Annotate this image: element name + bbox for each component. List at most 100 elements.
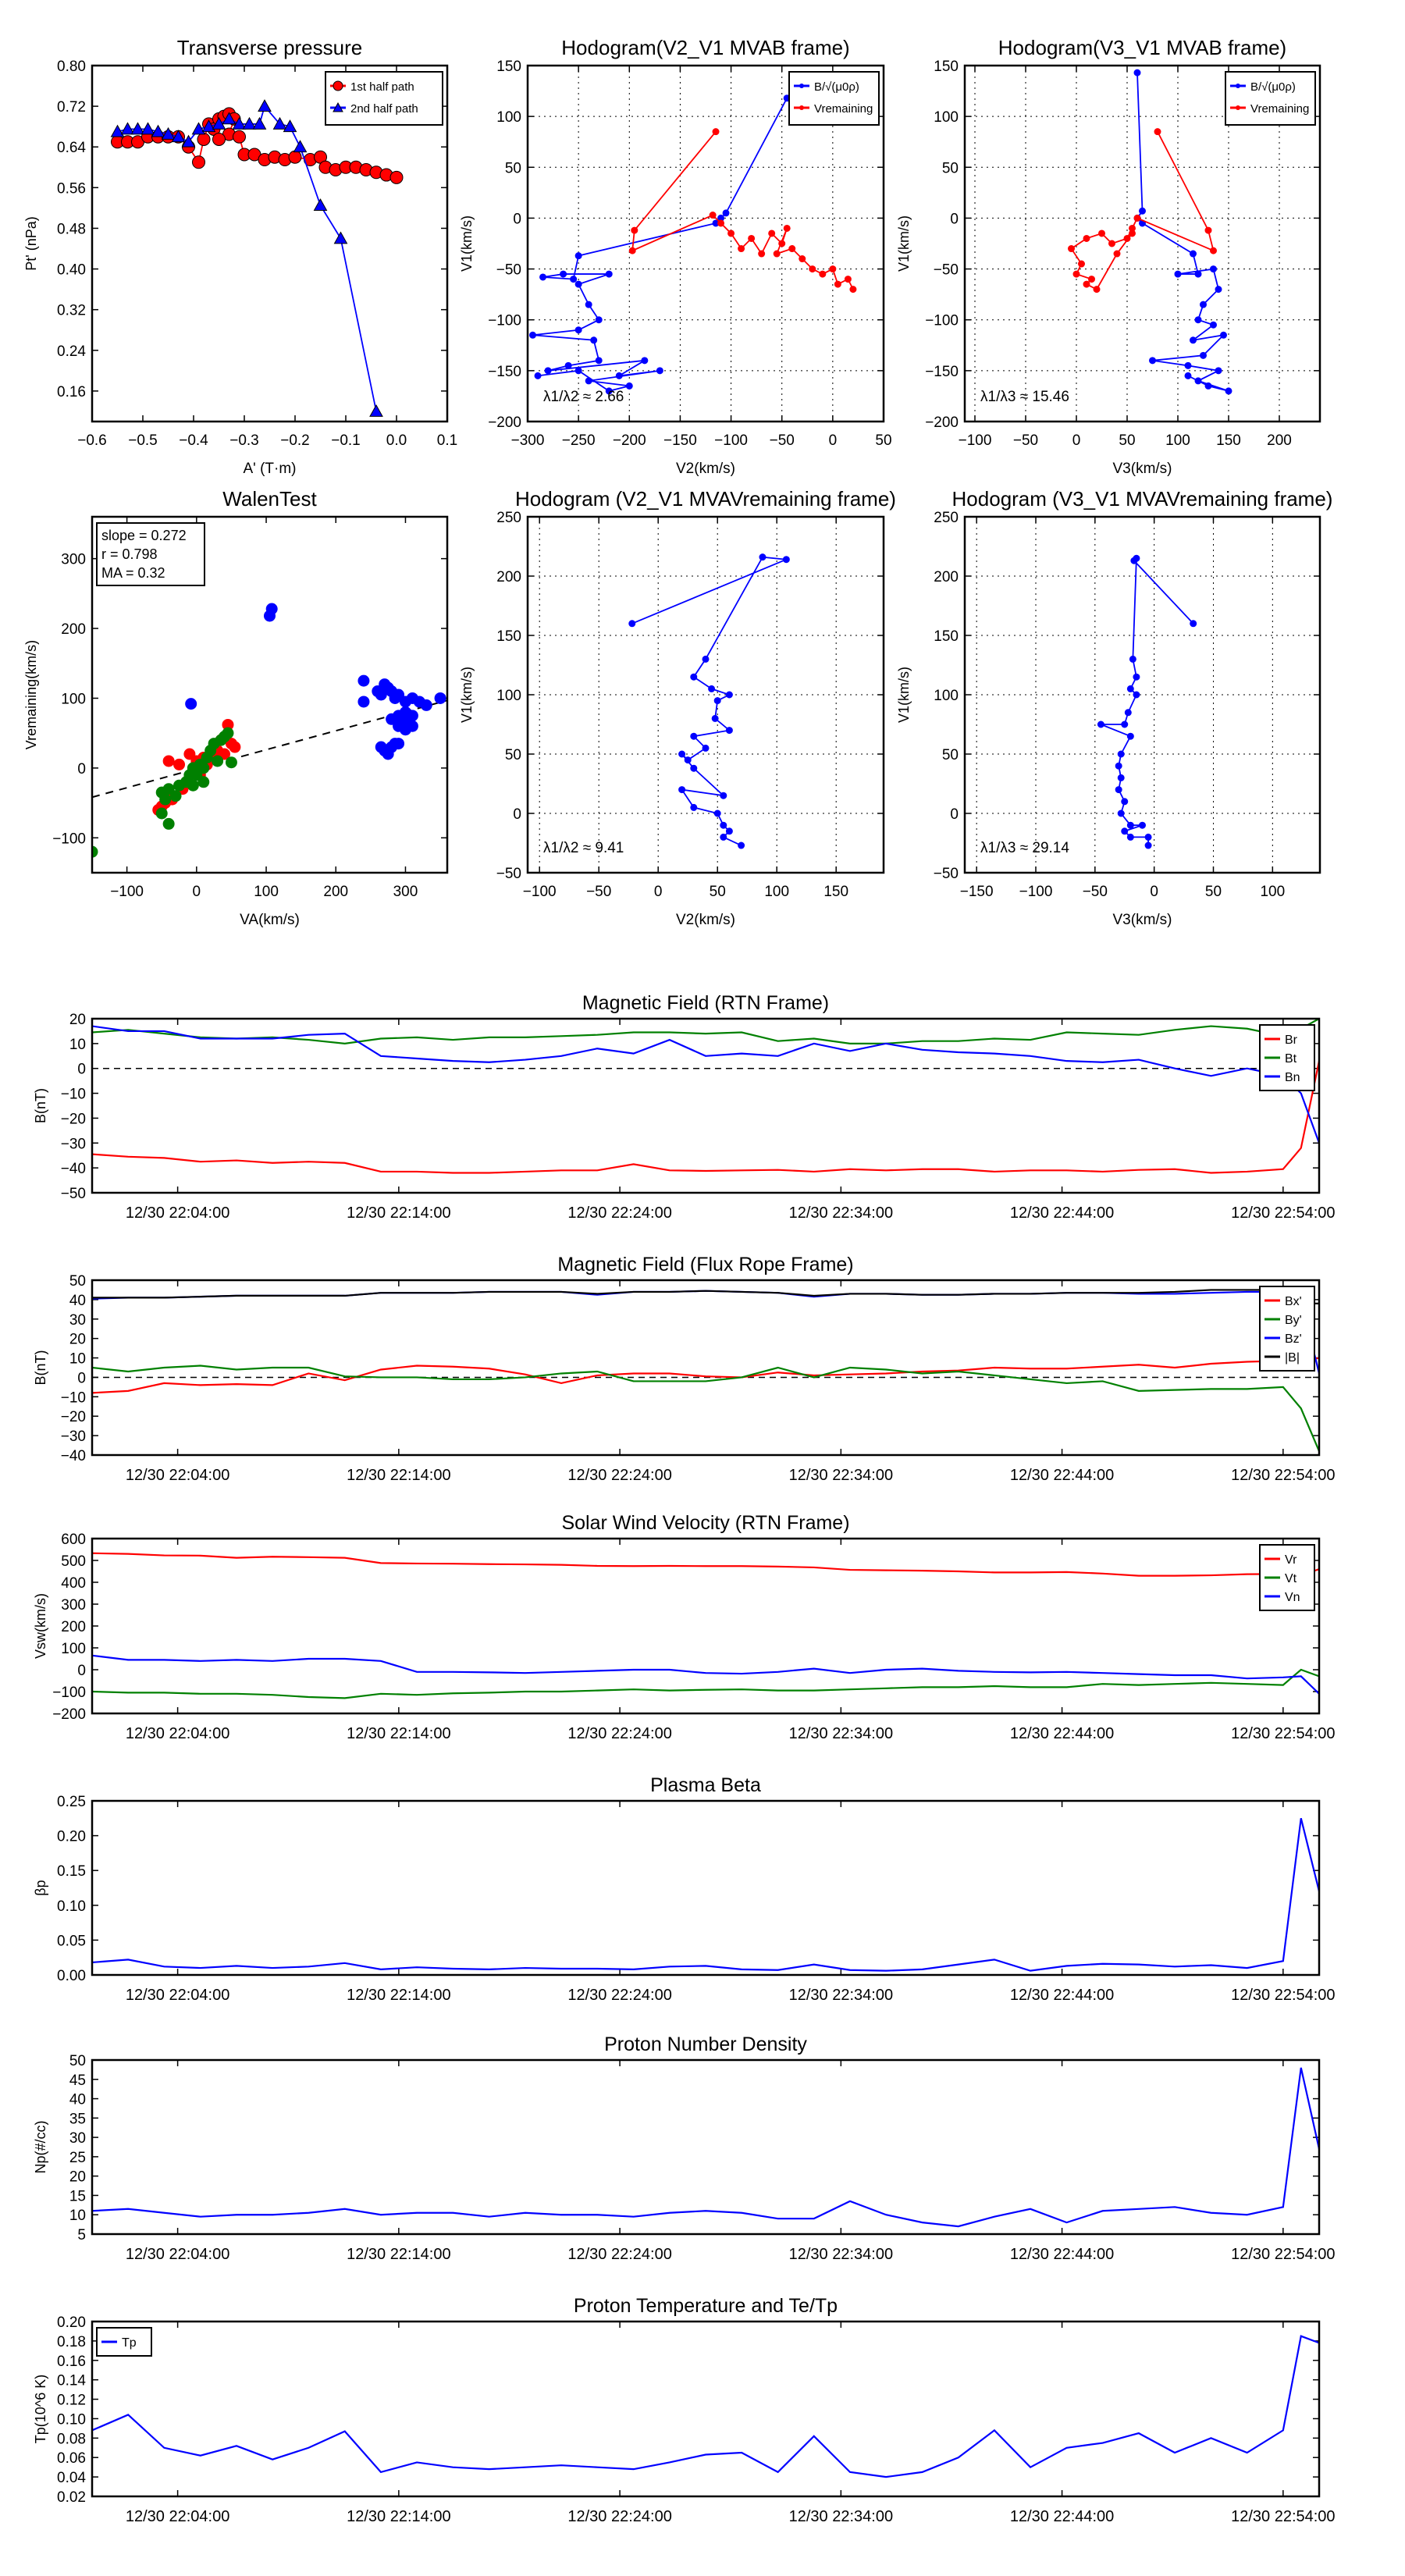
chart-title: Proton Number Density — [604, 2033, 807, 2055]
data-point — [1068, 245, 1075, 253]
chart-title: Hodogram(V2_V1 MVAB frame) — [561, 36, 849, 59]
data-point — [393, 688, 405, 701]
y-tick-label: 0.56 — [57, 180, 86, 197]
data-point — [678, 750, 686, 758]
data-point — [197, 762, 210, 774]
data-point — [560, 270, 567, 278]
data-point — [272, 116, 287, 130]
plot-area — [92, 1818, 1319, 1972]
x-tick-label: 12/30 22:14:00 — [347, 2508, 450, 2525]
x-tick-label: 0 — [1150, 884, 1158, 900]
data-point — [690, 764, 698, 772]
x-tick-label: 12/30 22:14:00 — [347, 1204, 450, 1222]
chart-transverse: Transverse pressure −0.6 −0.5 −0.4 −0.3 −0.2 −… — [23, 36, 457, 477]
chart-title: Hodogram(V3_V1 MVAB frame) — [998, 36, 1286, 59]
data-point — [1210, 247, 1217, 254]
x-tick-label: 200 — [323, 884, 348, 900]
x-tick-label: −0.1 — [331, 432, 361, 449]
y-axis-label: Vremaining(km/s) — [23, 640, 39, 749]
data-point — [585, 301, 592, 308]
data-point — [197, 776, 210, 788]
data-point — [120, 122, 135, 135]
legend-label: 1st half path — [350, 80, 414, 94]
y-tick-label: 150 — [934, 59, 959, 75]
data-point — [574, 367, 582, 375]
series-line-By' — [92, 1364, 1319, 1452]
x-tick-label: 12/30 22:24:00 — [567, 2508, 671, 2525]
data-point — [1194, 270, 1202, 278]
axes-frame — [91, 515, 449, 874]
y-tick-label: 0 — [77, 1062, 86, 1078]
data-point — [690, 803, 698, 811]
y-tick-label: 0 — [77, 761, 86, 777]
y-tick-label: −150 — [488, 364, 521, 380]
data-point — [232, 116, 247, 130]
axes-frame — [91, 1279, 1321, 1457]
y-tick-label: −40 — [61, 1448, 86, 1464]
data-point — [1200, 351, 1207, 359]
y-tick-label: 100 — [934, 109, 959, 126]
data-point — [1184, 372, 1192, 379]
data-point — [1126, 685, 1134, 692]
data-point — [389, 170, 404, 184]
y-tick-label: 0.80 — [57, 59, 86, 75]
data-point — [130, 122, 145, 135]
data-point — [162, 755, 175, 767]
data-point — [375, 688, 387, 701]
y-tick-label: 0.10 — [57, 2411, 86, 2428]
series-line-B/√(μ0ρ) — [1136, 73, 1229, 392]
y-tick-label: 100 — [61, 691, 86, 707]
data-point — [690, 673, 698, 681]
x-tick-label: 0 — [654, 884, 663, 900]
data-point — [1139, 207, 1146, 215]
data-point — [191, 122, 206, 135]
x-tick-label: −50 — [1083, 884, 1108, 900]
data-point — [183, 748, 196, 760]
y-tick-label: 600 — [61, 1532, 86, 1548]
y-tick-label: 30 — [69, 2130, 86, 2147]
y-tick-label: 0.04 — [57, 2470, 86, 2486]
data-point — [288, 150, 302, 164]
x-tick-label: 12/30 22:14:00 — [347, 1467, 450, 1484]
annotation: λ1/λ3 ≈ 29.14 — [980, 840, 1069, 856]
y-axis-label: V1(km/s) — [896, 215, 912, 272]
data-point — [738, 245, 745, 253]
x-tick-label: −250 — [562, 432, 596, 449]
data-point — [628, 247, 636, 254]
legend-label: Bt — [1285, 1052, 1297, 1066]
data-point — [783, 224, 791, 232]
data-point — [1133, 69, 1141, 76]
y-tick-label: −200 — [488, 415, 521, 431]
y-tick-label: −20 — [61, 1409, 86, 1425]
y-tick-label: 30 — [69, 1312, 86, 1329]
y-tick-label: 20 — [69, 2169, 86, 2186]
series-line-Bz' — [92, 1290, 1319, 1374]
y-tick-label: 50 — [69, 1273, 86, 1290]
x-tick-label: −0.3 — [229, 432, 259, 449]
series-line-beta — [92, 1818, 1319, 1972]
x-tick-label: −100 — [523, 884, 557, 900]
y-tick-label: −100 — [488, 313, 521, 329]
data-point — [656, 367, 663, 375]
data-point — [759, 553, 767, 561]
chart-hodo-v3v1-mvab: Hodogram(V3_V1 MVAB frame) −100 −50 0 50 100 1… — [896, 36, 1321, 477]
data-point — [720, 792, 727, 799]
data-point — [212, 116, 226, 130]
series-line-B/√(μ0ρ) — [532, 98, 788, 392]
data-point — [799, 255, 806, 263]
legend-label: Vn — [1285, 1591, 1300, 1604]
chart-velocity: Solar Wind Velocity (RTN Frame) 12/30 22:… — [33, 1512, 1336, 1742]
y-tick-label: −50 — [496, 262, 521, 279]
data-point — [725, 727, 733, 735]
data-point — [110, 124, 125, 137]
data-point — [1184, 361, 1192, 369]
series-line-Vr — [92, 1552, 1319, 1577]
y-tick-label: 0 — [513, 806, 521, 823]
data-point — [1190, 620, 1197, 628]
y-tick-label: 0 — [513, 211, 521, 227]
data-point — [570, 276, 578, 283]
x-tick-label: −100 — [1019, 884, 1053, 900]
x-tick-label: 100 — [764, 884, 789, 900]
plot-area — [1097, 554, 1197, 849]
data-point — [1194, 316, 1202, 324]
